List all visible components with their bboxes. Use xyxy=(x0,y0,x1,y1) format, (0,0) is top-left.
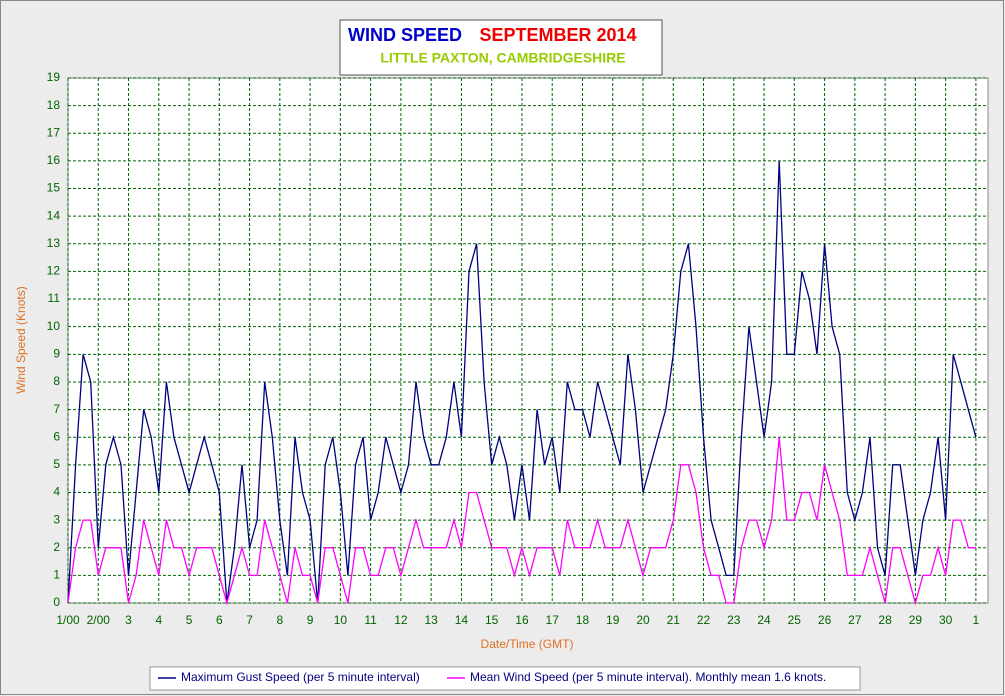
y-tick-label: 2 xyxy=(53,540,60,554)
x-tick-label: 30 xyxy=(939,613,953,627)
chart-subtitle: LITTLE PAXTON, CAMBRIDGESHIRE xyxy=(380,50,625,66)
x-tick-label: 13 xyxy=(424,613,438,627)
y-tick-label: 10 xyxy=(47,319,61,333)
y-tick-label: 12 xyxy=(47,264,61,278)
x-tick-label: 21 xyxy=(667,613,681,627)
x-tick-label: 2/00 xyxy=(87,613,111,627)
x-tick-label: 23 xyxy=(727,613,741,627)
y-tick-label: 7 xyxy=(53,402,60,416)
x-tick-label: 18 xyxy=(576,613,590,627)
y-tick-label: 11 xyxy=(48,291,61,305)
y-tick-label: 6 xyxy=(53,429,60,443)
x-tick-label: 24 xyxy=(757,613,771,627)
x-tick-label: 7 xyxy=(246,613,253,627)
y-tick-label: 15 xyxy=(47,181,61,195)
x-tick-label: 11 xyxy=(364,613,377,627)
y-tick-label: 8 xyxy=(53,374,60,388)
legend-label: Maximum Gust Speed (per 5 minute interva… xyxy=(181,670,420,684)
x-tick-label: 22 xyxy=(697,613,711,627)
title-box xyxy=(339,19,663,76)
legend-box xyxy=(149,666,861,691)
x-tick-label: 17 xyxy=(546,613,560,627)
x-tick-label: 3 xyxy=(125,613,132,627)
y-tick-label: 4 xyxy=(53,485,60,499)
x-tick-label: 14 xyxy=(455,613,469,627)
x-tick-label: 15 xyxy=(485,613,499,627)
x-tick-label: 6 xyxy=(216,613,223,627)
x-tick-label: 29 xyxy=(909,613,923,627)
x-tick-label: 9 xyxy=(307,613,314,627)
x-tick-label: 27 xyxy=(848,613,862,627)
x-tick-label: 25 xyxy=(788,613,802,627)
legend-label: Mean Wind Speed (per 5 minute interval).… xyxy=(470,670,826,684)
x-tick-label: 8 xyxy=(276,613,283,627)
chart-period: SEPTEMBER 2014 xyxy=(479,25,636,45)
y-axis-label: Wind Speed (Knots) xyxy=(14,286,28,393)
y-tick-label: 3 xyxy=(53,512,60,526)
y-tick-label: 1 xyxy=(53,568,60,582)
y-tick-label: 16 xyxy=(47,153,61,167)
x-tick-label: 1/00 xyxy=(56,613,80,627)
y-tick-label: 14 xyxy=(47,208,61,222)
y-tick-label: 19 xyxy=(47,70,61,84)
x-tick-label: 10 xyxy=(334,613,348,627)
series-line xyxy=(67,160,977,604)
y-tick-label: 9 xyxy=(53,346,60,360)
x-tick-label: 28 xyxy=(878,613,892,627)
x-tick-label: 20 xyxy=(636,613,650,627)
series-line xyxy=(67,437,976,606)
y-tick-label: 17 xyxy=(47,125,61,139)
x-tick-label: 4 xyxy=(155,613,162,627)
y-tick-label: 5 xyxy=(53,457,60,471)
plot-area xyxy=(67,77,989,604)
x-tick-label: 1 xyxy=(973,613,980,627)
x-tick-label: 26 xyxy=(818,613,832,627)
x-tick-label: 5 xyxy=(186,613,193,627)
chart-title: WIND SPEED xyxy=(348,25,462,45)
x-axis-label: Date/Time (GMT) xyxy=(481,637,574,651)
y-tick-label: 13 xyxy=(47,236,61,250)
x-tick-label: 12 xyxy=(394,613,408,627)
y-tick-label: 18 xyxy=(47,98,61,112)
x-tick-label: 19 xyxy=(606,613,620,627)
y-tick-label: 0 xyxy=(53,595,60,609)
x-tick-label: 16 xyxy=(515,613,529,627)
